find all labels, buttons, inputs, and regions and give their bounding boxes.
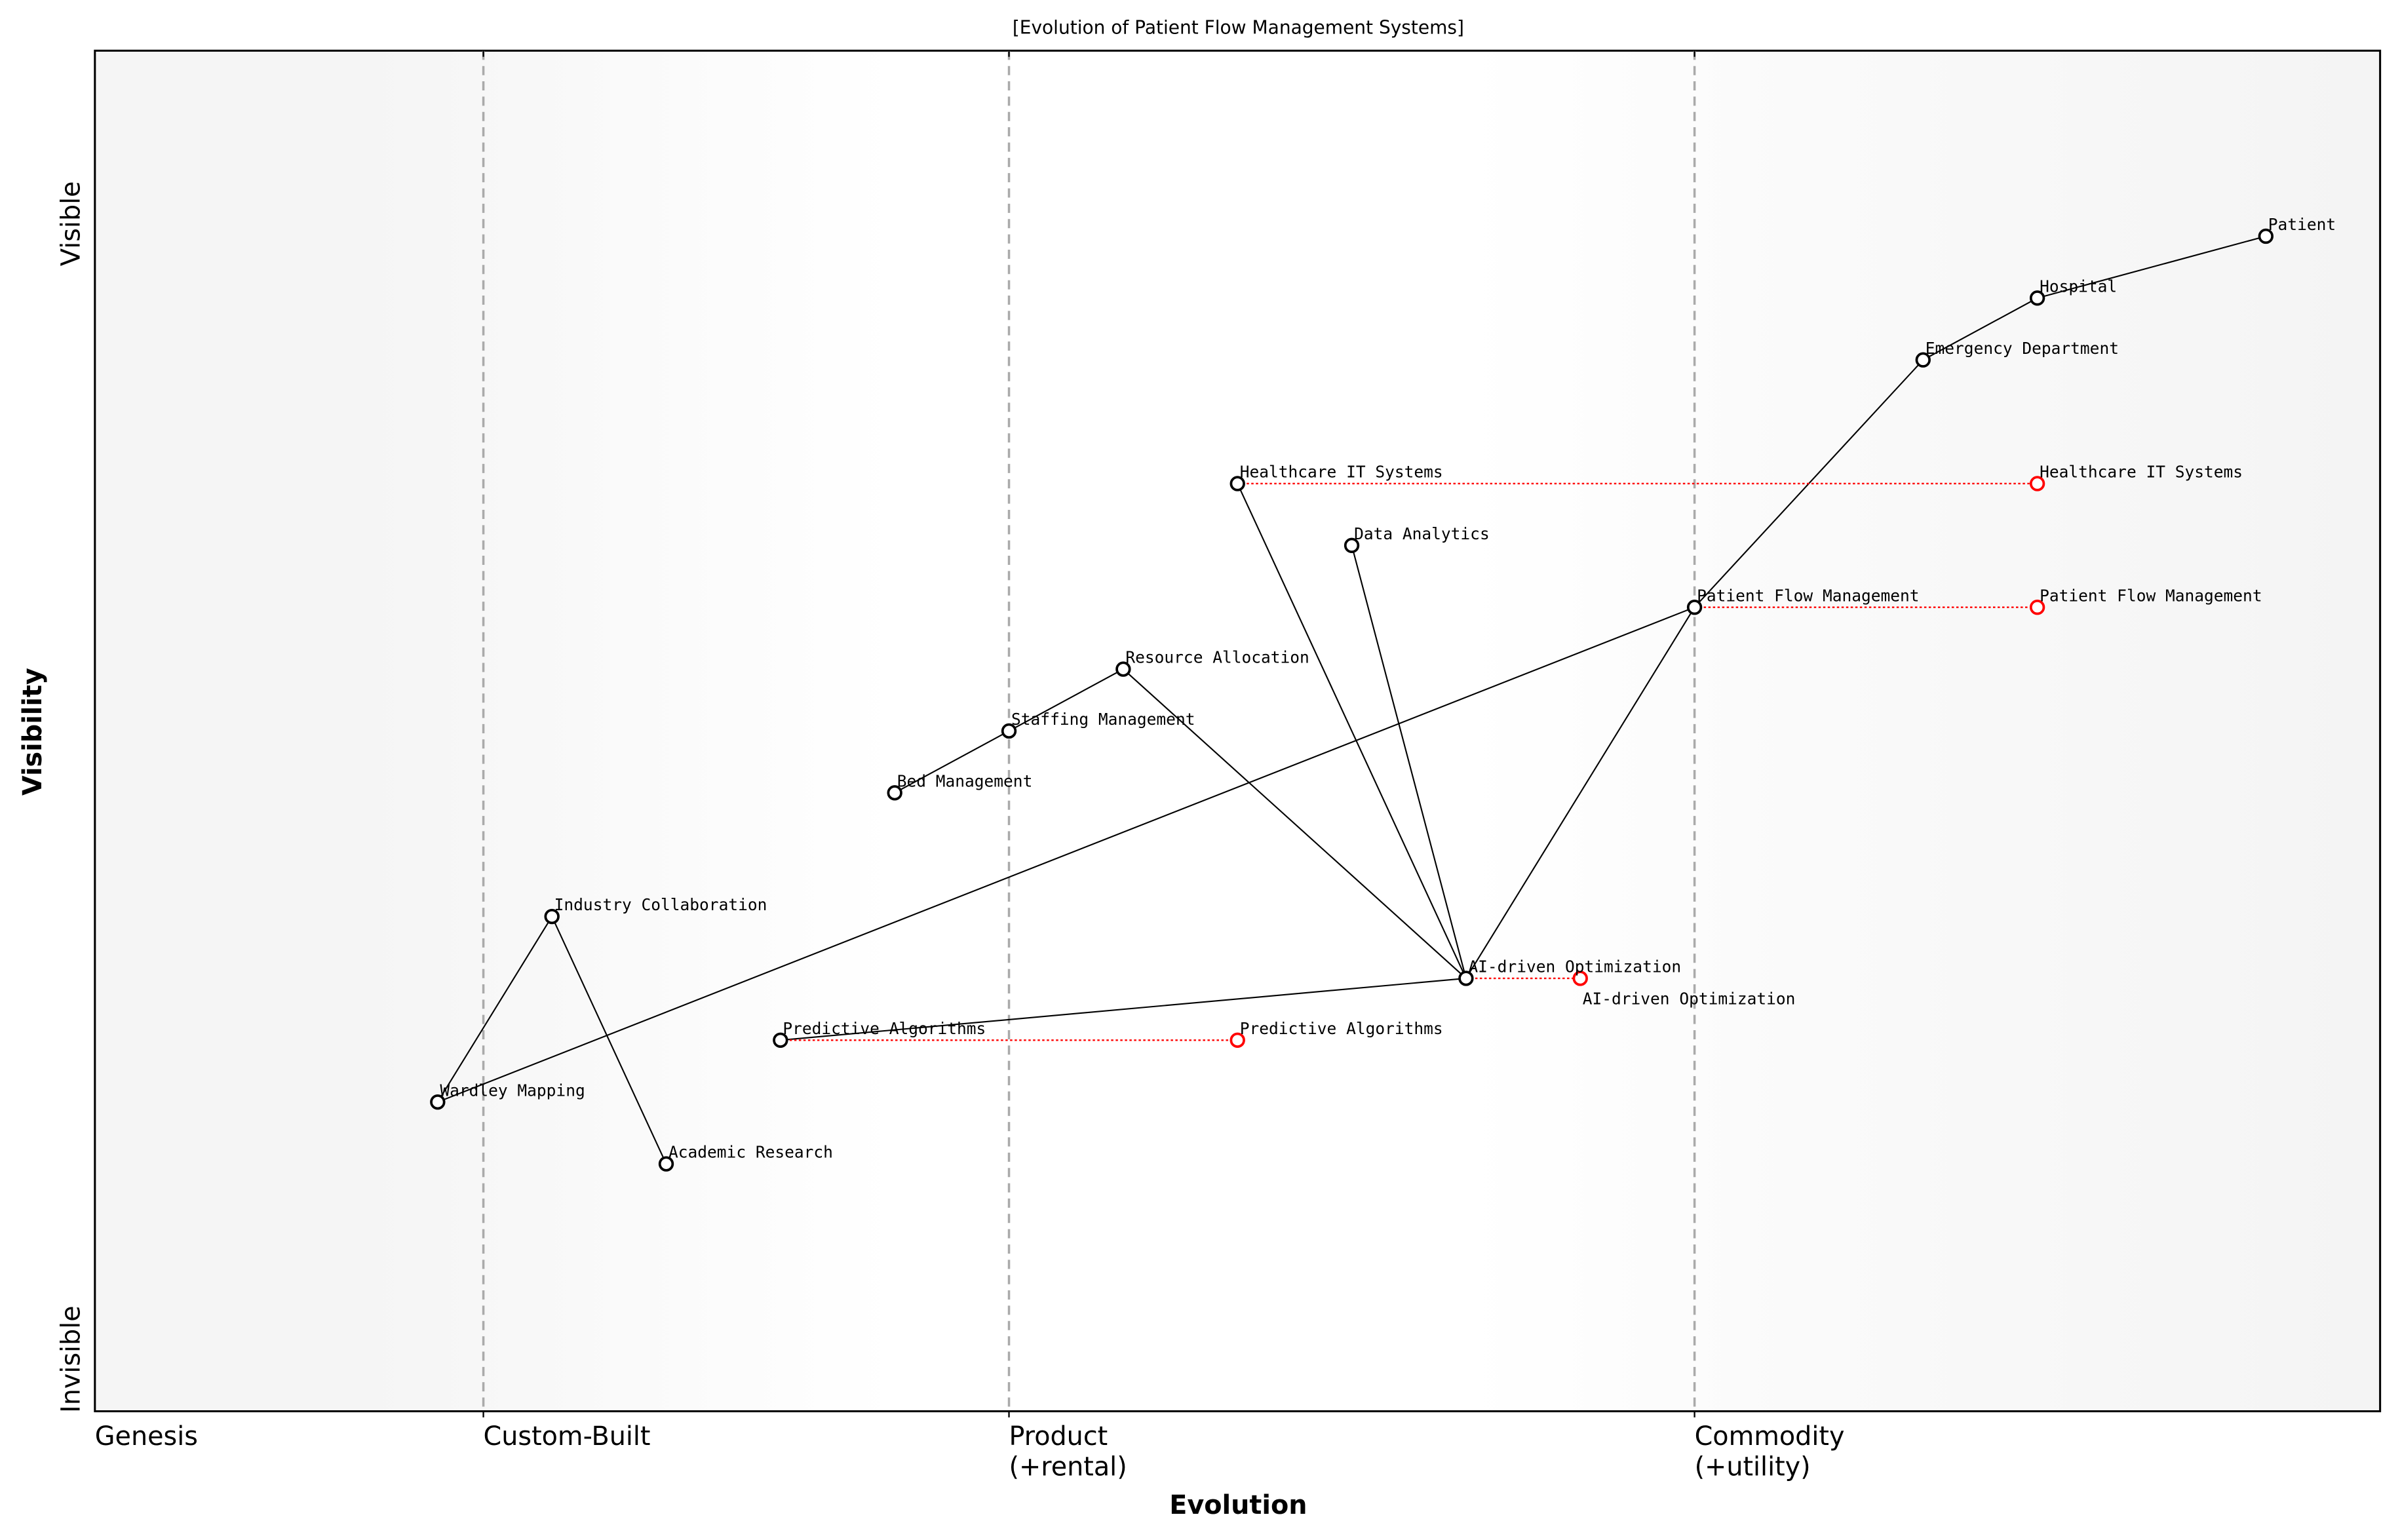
dependency-link [437,606,1695,1103]
dependency-link [1009,668,1124,732]
x-axis-title: Evolution [1169,1490,1307,1520]
y-label-invisible: Invisible [56,1305,86,1413]
x-stage-label: (+rental) [1009,1452,1127,1482]
evolved-component-label: Patient Flow Management [2040,586,2262,605]
y-axis-title: Visibility [18,668,48,796]
component-marker [1915,352,1931,368]
component-marker [2258,228,2274,244]
component-marker [2029,290,2045,306]
component-label: AI-driven Optimization [1468,957,1681,976]
component-label: Wardley Mapping [440,1081,585,1100]
component-marker [887,785,902,801]
chart-title: [Evolution of Patient Flow Management Sy… [1013,17,1464,39]
evolved-component-marker [2029,476,2045,491]
evolved-component-label: Predictive Algorithms [1240,1019,1443,1038]
component-label: Hospital [2040,277,2117,296]
component-marker [1344,537,1360,554]
y-label-visible: Visible [56,181,86,266]
component-marker [430,1094,446,1110]
dependency-link [1465,607,1695,979]
x-stage-label: Genesis [95,1421,198,1452]
component-marker [1229,476,1245,491]
component-label: Staffing Management [1011,710,1195,729]
evolved-component-label: Healthcare IT Systems [2040,463,2243,482]
component-label: Predictive Algorithms [783,1019,986,1038]
x-stage-label: Commodity [1695,1421,1845,1452]
x-stage-label: Product [1009,1421,1108,1452]
dependency-link [780,977,1466,1041]
dependency-link [551,916,667,1165]
component-marker [1001,723,1017,739]
component-marker [658,1156,674,1172]
evolved-component-marker [1572,971,1588,986]
dependency-link [1123,668,1467,979]
evolved-component-marker [2029,600,2045,615]
dependency-link [2037,235,2266,299]
evolved-component-marker [1229,1032,1245,1048]
component-marker [544,908,560,925]
component-marker [1115,661,1131,677]
dependency-link [1922,297,2038,361]
component-label: Patient Flow Management [1697,586,1919,605]
dependency-link [894,730,1010,794]
component-marker [1458,971,1474,986]
dependency-link [1237,483,1467,979]
plot-area [94,49,2382,1413]
component-label: Bed Management [897,771,1033,790]
component-label: Academic Research [668,1143,833,1162]
component-label: Healthcare IT Systems [1240,463,1443,482]
dependency-link [436,916,553,1103]
component-label: Resource Allocation [1125,648,1309,667]
component-label: Emergency Department [1926,339,2119,358]
component-label: Data Analytics [1354,524,1490,543]
evolved-component-label: AI-driven Optimization [1583,990,1796,1009]
dependency-link [1351,545,1467,979]
x-stage-label: Custom-Built [484,1421,651,1452]
component-label: Patient [2268,215,2336,234]
component-marker [1686,600,1703,615]
component-marker [773,1032,788,1048]
x-stage-label: (+utility) [1695,1452,1811,1482]
component-label: Industry Collaboration [554,895,767,914]
